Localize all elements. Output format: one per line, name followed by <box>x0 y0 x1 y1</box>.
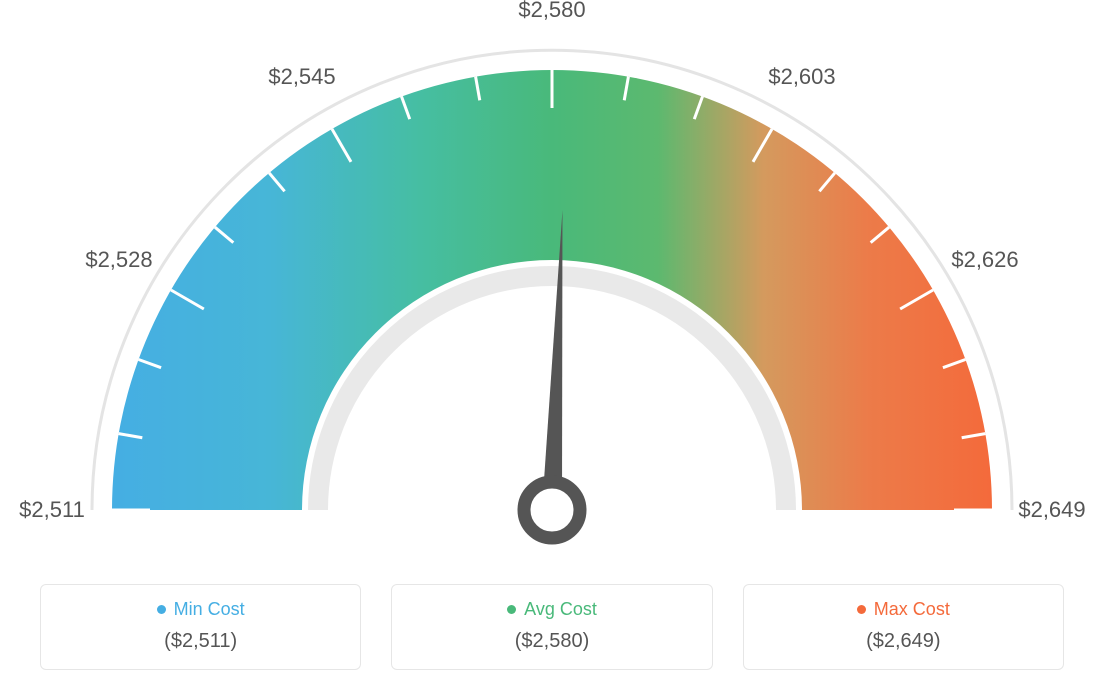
gauge-container: $2,511 $2,528 $2,545 $2,580 $2,603 $2,626 $2,6… <box>0 0 1104 560</box>
gauge-tick-label: $2,511 <box>19 497 85 523</box>
gauge-tick-label: $2,580 <box>518 0 585 23</box>
legend-row: Min Cost ($2,511) Avg Cost ($2,580) Max … <box>40 584 1064 670</box>
legend-min: Min Cost ($2,511) <box>40 584 361 670</box>
legend-avg-value: ($2,580) <box>392 630 711 653</box>
dot-icon <box>157 605 166 614</box>
legend-min-value: ($2,511) <box>41 630 360 653</box>
gauge-tick-label: $2,649 <box>1018 497 1085 523</box>
gauge-tick-label: $2,528 <box>85 247 152 273</box>
legend-avg: Avg Cost ($2,580) <box>391 584 712 670</box>
legend-min-title: Min Cost <box>157 599 245 620</box>
gauge-tick-label: $2,545 <box>268 64 335 90</box>
legend-max-value: ($2,649) <box>744 630 1063 653</box>
legend-max-title: Max Cost <box>857 599 950 620</box>
dot-icon <box>507 605 516 614</box>
dot-icon <box>857 605 866 614</box>
gauge-tick-label: $2,626 <box>951 247 1018 273</box>
legend-avg-label: Avg Cost <box>524 599 597 620</box>
gauge-tick-label: $2,603 <box>768 64 835 90</box>
legend-max-label: Max Cost <box>874 599 950 620</box>
gauge-svg <box>0 0 1104 560</box>
legend-max: Max Cost ($2,649) <box>743 584 1064 670</box>
legend-avg-title: Avg Cost <box>507 599 597 620</box>
legend-min-label: Min Cost <box>174 599 245 620</box>
